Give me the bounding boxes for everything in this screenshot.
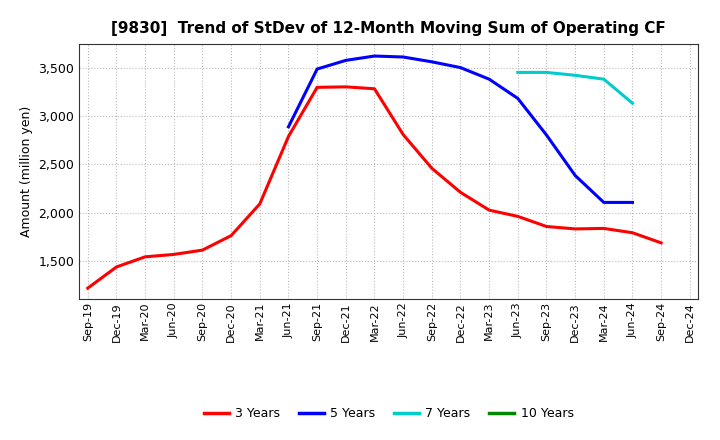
3 Years <box>399 132 408 137</box>
3 Years <box>370 86 379 92</box>
5 Years <box>341 58 350 63</box>
5 Years <box>600 200 608 205</box>
5 Years <box>628 200 636 205</box>
Legend: 3 Years, 5 Years, 7 Years, 10 Years: 3 Years, 5 Years, 7 Years, 10 Years <box>199 403 579 425</box>
5 Years <box>370 53 379 59</box>
Line: 3 Years: 3 Years <box>88 87 661 288</box>
Line: 5 Years: 5 Years <box>289 56 632 202</box>
3 Years <box>657 240 665 246</box>
Line: 7 Years: 7 Years <box>518 73 632 103</box>
Y-axis label: Amount (million yen): Amount (million yen) <box>20 106 33 237</box>
3 Years <box>542 224 551 229</box>
7 Years <box>628 101 636 106</box>
3 Years <box>513 214 522 219</box>
5 Years <box>513 96 522 101</box>
5 Years <box>571 173 580 178</box>
3 Years <box>456 190 465 195</box>
3 Years <box>227 233 235 238</box>
3 Years <box>341 84 350 89</box>
3 Years <box>112 264 121 270</box>
5 Years <box>284 124 293 129</box>
5 Years <box>485 77 493 82</box>
7 Years <box>600 77 608 82</box>
3 Years <box>141 254 150 260</box>
5 Years <box>456 65 465 70</box>
3 Years <box>256 201 264 206</box>
3 Years <box>600 226 608 231</box>
5 Years <box>312 66 321 72</box>
3 Years <box>571 226 580 231</box>
3 Years <box>198 247 207 253</box>
7 Years <box>513 70 522 75</box>
3 Years <box>84 286 92 291</box>
3 Years <box>312 84 321 90</box>
3 Years <box>628 230 636 235</box>
5 Years <box>428 59 436 64</box>
3 Years <box>485 208 493 213</box>
7 Years <box>542 70 551 75</box>
3 Years <box>169 252 178 257</box>
Title: [9830]  Trend of StDev of 12-Month Moving Sum of Operating CF: [9830] Trend of StDev of 12-Month Moving… <box>112 21 666 36</box>
3 Years <box>428 165 436 171</box>
5 Years <box>542 132 551 138</box>
7 Years <box>571 73 580 78</box>
3 Years <box>284 134 293 139</box>
5 Years <box>399 55 408 60</box>
